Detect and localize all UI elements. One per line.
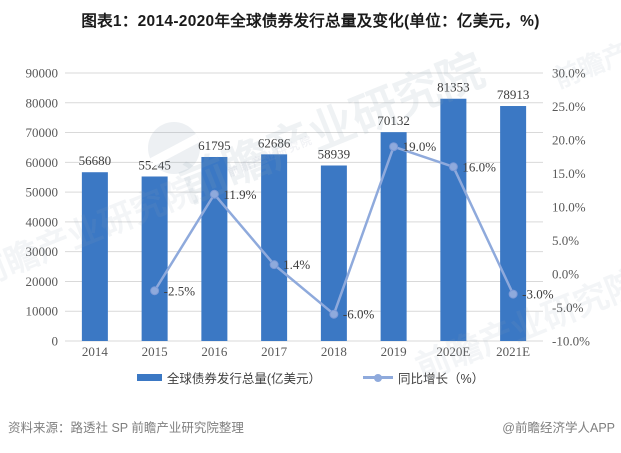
legend-item-bar-series: 全球债券发行总量(亿美元） [136,368,322,387]
bar-value-label: 55245 [138,157,171,172]
legend-label-line-series: 同比增长（%） [398,372,485,386]
line-marker-2015 [150,286,160,296]
line-value-label: 11.9% [223,187,256,202]
bar-2021E [500,106,527,342]
category-label: 2015 [142,344,168,359]
source-note: 资料来源：路透社 SP 前瞻产业研究院整理 [8,421,244,435]
right-axis-tick-label: 0.0% [552,267,579,282]
bar-value-label: 61795 [198,138,231,153]
category-label: 2017 [261,344,288,359]
bar-value-label: 56680 [79,153,112,168]
brand-credit: @前瞻经济学人APP [502,421,615,435]
legend-item-line-series: 同比增长（%） [363,368,484,387]
bar-swatch-icon [136,374,162,381]
bar-2017 [261,154,288,341]
line-value-label: -6.0% [343,307,375,322]
bar-value-label: 58939 [318,146,351,161]
left-axis-tick-label: 20000 [26,274,59,289]
right-axis-tick-label: -5.0% [552,300,584,315]
left-axis-tick-label: 0 [52,334,59,349]
left-axis-tick-label: 30000 [26,244,59,259]
line-marker-2021E [508,289,518,299]
line-marker-2019 [389,142,399,152]
line-swatch-icon [363,373,394,382]
right-axis-tick-label: 10.0% [552,200,586,215]
line-value-label: -2.5% [164,283,196,298]
chart-title: 图表1：2014-2020年全球债券发行总量及变化(单位：亿美元，%) [81,13,540,30]
line-series [150,142,518,319]
line-marker-2017 [269,260,279,270]
line-value-label: 1.4% [283,257,310,272]
bar-value-labels: 56680 55245 61795 62686 58939 70132 81353 78913 [79,80,530,173]
right-axis-tick-label: 5.0% [552,233,579,248]
right-axis-tick-label: 30.0% [552,66,586,81]
line-value-label: -3.0% [522,287,554,302]
line-value-label: 19.0% [403,139,437,154]
line-marker-2020E [448,162,458,172]
right-axis-ticks: 30.0% 25.0% 20.0% 15.0% 10.0% 5.0% 0.0% -5.0% -1… [552,66,590,349]
legend: 全球债券发行总量(亿美元） 同比增长（%） [0,368,621,387]
category-label: 2016 [201,344,228,359]
left-axis-tick-label: 10000 [26,304,59,319]
bar-2019 [380,132,407,341]
bar-series [81,98,527,342]
bar-2014 [81,172,108,341]
right-axis-tick-label: -10.0% [552,334,590,349]
bar-2015 [141,176,168,341]
line-marker-icon [374,373,383,382]
right-axis-tick-label: 25.0% [552,99,586,114]
line-marker-2016 [209,189,219,199]
category-label: 2020E [436,344,470,359]
category-label: 2021E [496,344,530,359]
legend-label-bar-series: 全球债券发行总量(亿美元） [166,372,322,386]
bar-value-label: 81353 [437,80,470,95]
left-axis-tick-label: 50000 [26,185,59,200]
left-axis-tick-label: 70000 [26,125,59,140]
left-axis-tick-label: 80000 [26,95,59,110]
category-label: 2019 [381,344,407,359]
line-marker-2018 [329,309,339,319]
line-value-label: 16.0% [462,159,496,174]
line-value-labels: -2.5% 11.9% 1.4% -6.0% 19.0% 16.0% -3.0% [164,139,554,322]
bar-2020E [440,98,467,342]
left-axis-ticks: 90000 80000 70000 60000 50000 40000 30000 20000… [26,66,59,349]
category-label: 2018 [321,344,347,359]
bar-value-label: 62686 [258,135,291,150]
bar-value-label: 70132 [377,113,410,128]
right-axis-tick-label: 15.0% [552,166,586,181]
left-axis-tick-label: 40000 [26,214,59,229]
category-axis-labels: 2014 2015 2016 2017 2018 2019 2020E 2021E [82,344,530,359]
left-axis-tick-label: 90000 [26,66,59,81]
bar-2016 [201,156,228,341]
right-axis-tick-label: 20.0% [552,133,586,148]
footer: 资料来源：路透社 SP 前瞻产业研究院整理 @前瞻经济学人APP [8,417,615,436]
left-axis-tick-label: 60000 [26,155,59,170]
category-label: 2014 [82,344,109,359]
bar-value-label: 78913 [497,87,530,102]
